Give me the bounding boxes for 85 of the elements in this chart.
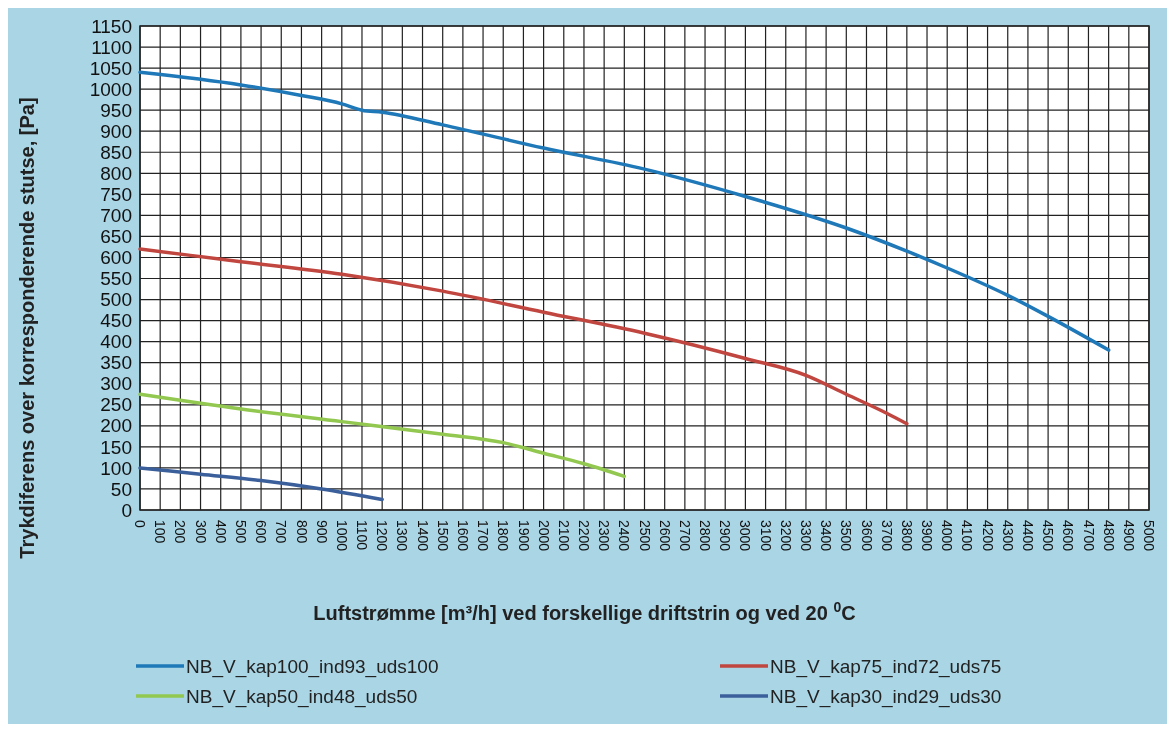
x-tick-label: 3500 — [838, 520, 855, 552]
x-tick-label: 3800 — [898, 520, 915, 552]
x-tick-label: 4900 — [1120, 520, 1137, 552]
x-tick-label: 2300 — [596, 520, 613, 552]
y-tick-label: 300 — [100, 373, 132, 395]
x-axis-title: Luftstrømme [m³/h] ved forskellige driftstrin og ved 20 $^{0}$C — [313, 599, 856, 624]
x-tick-label: 400 — [212, 520, 229, 544]
legend-label: NB_V_kap100_ind93_uds100 — [186, 655, 439, 678]
y-tick-label: 750 — [100, 184, 132, 205]
y-tick-label: 900 — [100, 120, 132, 142]
x-tick-label: 5000 — [1141, 520, 1158, 552]
x-tick-label: 1300 — [394, 520, 411, 552]
x-tick-label: 1700 — [475, 520, 492, 552]
y-tick-label: 100 — [100, 457, 132, 479]
x-tick-label: 200 — [172, 520, 189, 544]
y-tick-label: 800 — [100, 162, 132, 184]
y-tick-label: 150 — [100, 436, 132, 458]
x-tick-label: 1100 — [354, 520, 371, 551]
x-tick-label: 2700 — [676, 520, 693, 552]
x-tick-label: 3100 — [757, 520, 774, 552]
x-tick-label: 500 — [233, 520, 249, 544]
y-tick-label: 450 — [100, 310, 132, 332]
x-tick-label: 4500 — [1040, 520, 1057, 552]
x-tick-label: 2200 — [576, 520, 593, 552]
x-tick-label: 3600 — [858, 520, 875, 552]
y-tick-label: 1050 — [89, 57, 132, 79]
line-series — [138, 247, 909, 426]
y-tick-label: 50 — [110, 478, 132, 500]
legend-label: NB_V_kap50_ind48_uds50 — [186, 685, 418, 708]
x-tick-label: 600 — [253, 520, 270, 544]
x-tick-label: 2100 — [555, 520, 572, 552]
x-tick-label: 3300 — [798, 520, 815, 552]
x-tick-label: 1600 — [454, 520, 471, 552]
x-tick-label: 4200 — [979, 520, 996, 552]
legend-label: NB_V_kap75_ind72_uds75 — [770, 655, 1002, 678]
y-tick-label: 1150 — [91, 15, 132, 37]
y-tick-label: 0 — [121, 499, 132, 521]
x-tick-label: 900 — [313, 520, 330, 544]
x-tick-label: 3000 — [737, 520, 754, 552]
x-tick-label: 700 — [273, 520, 290, 544]
y-tick-label: 650 — [100, 226, 132, 248]
y-tick-label: 250 — [100, 394, 132, 416]
y-tick-label: 550 — [100, 268, 132, 290]
y-tick-label: 700 — [100, 205, 132, 227]
x-tick-label: 1200 — [374, 520, 391, 552]
x-tick-label: 3200 — [777, 520, 794, 552]
x-tick-label: 3400 — [818, 520, 835, 552]
x-tick-label: 0 — [132, 520, 149, 528]
y-tick-label: 950 — [100, 99, 132, 121]
line-series — [138, 466, 384, 502]
x-tick-label: 4400 — [1020, 520, 1037, 552]
x-tick-label: 4000 — [939, 520, 956, 552]
line-series — [138, 392, 627, 479]
x-tick-label: 1800 — [495, 520, 512, 552]
x-tick-label: 1500 — [434, 520, 451, 552]
y-tick-label: 350 — [100, 352, 132, 374]
x-tick-label: 2900 — [717, 520, 734, 552]
y-tick-label: 1000 — [89, 78, 132, 100]
y-tick-label: 400 — [100, 331, 132, 353]
x-tick-label: 2600 — [656, 520, 673, 552]
x-tick-label: 100 — [152, 520, 169, 544]
y-axis-title: Trykdiferens over korresponderende stutse, [Pa] — [16, 97, 38, 559]
x-tick-label: 800 — [293, 520, 310, 544]
x-tick-label: 1900 — [515, 520, 532, 552]
x-tick-label: 300 — [192, 520, 209, 544]
x-tick-label: 2000 — [535, 520, 552, 552]
x-tick-label: 4800 — [1100, 520, 1117, 552]
x-tick-label: 1400 — [414, 520, 431, 552]
legend-label: NB_V_kap30_ind29_uds30 — [770, 685, 1002, 708]
y-tick-label: 600 — [100, 247, 132, 269]
x-tick-label: 3700 — [878, 520, 895, 552]
x-tick-label: 2500 — [636, 520, 653, 552]
x-tick-label: 2400 — [616, 520, 633, 552]
y-tick-label: 500 — [100, 289, 132, 311]
y-tick-label: 850 — [100, 141, 132, 163]
y-tick-label: 200 — [100, 415, 132, 437]
x-tick-label: 4700 — [1080, 520, 1097, 552]
x-tick-label: 3900 — [919, 520, 936, 552]
y-tick-label: 1100 — [91, 36, 132, 58]
x-tick-label: 4100 — [959, 520, 976, 552]
x-tick-label: 4300 — [999, 520, 1016, 552]
x-tick-label: 4600 — [1060, 520, 1077, 552]
x-tick-label: 2800 — [697, 520, 714, 552]
line-series — [138, 70, 1111, 352]
x-tick-label: 1000 — [333, 520, 350, 552]
